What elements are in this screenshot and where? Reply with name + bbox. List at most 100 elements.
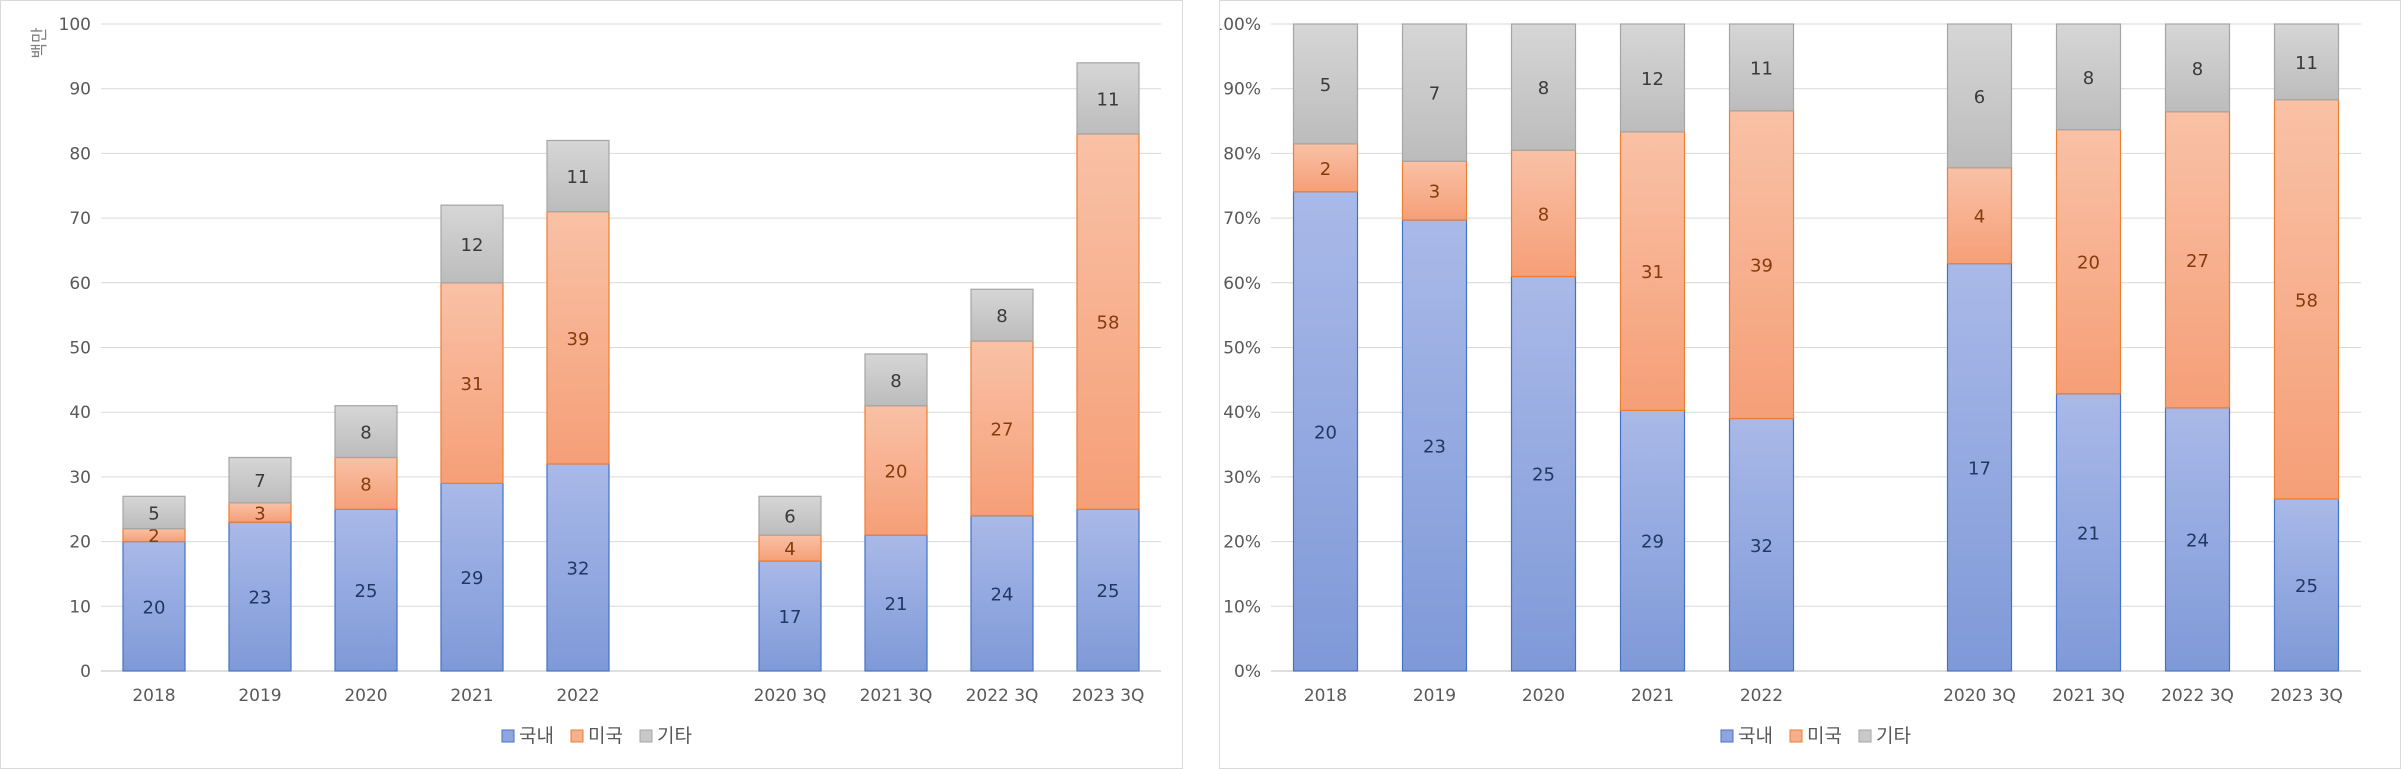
bar-segment-domestic bbox=[2273, 498, 2340, 672]
data-label-other: 6 bbox=[784, 507, 795, 528]
legend-swatch-domestic bbox=[1720, 729, 1734, 743]
y-tick-label: 100 bbox=[59, 15, 91, 35]
bar-segment-other bbox=[228, 456, 292, 504]
data-label-us: 2 bbox=[148, 526, 159, 547]
bar-segment-us bbox=[1619, 131, 1686, 412]
legend-label-domestic: 국내 bbox=[1738, 725, 1773, 747]
legend-label-us: 미국 bbox=[588, 725, 623, 747]
bar-segment-us bbox=[2055, 129, 2122, 395]
x-tick-label: 2022 bbox=[1740, 686, 1783, 706]
bar-segment-other bbox=[440, 204, 504, 284]
data-label-us: 4 bbox=[784, 539, 795, 560]
data-label-domestic: 29 bbox=[461, 568, 484, 589]
bar-segment-domestic bbox=[1619, 409, 1686, 672]
data-label-us: 27 bbox=[991, 419, 1014, 440]
data-label-us: 39 bbox=[567, 329, 590, 350]
data-label-domestic: 25 bbox=[355, 581, 378, 602]
y-tick-label: 90 bbox=[69, 80, 91, 100]
data-label-domestic: 32 bbox=[567, 558, 590, 579]
data-label-us: 3 bbox=[1429, 182, 1440, 203]
data-label-other: 5 bbox=[148, 503, 159, 524]
bar-segment-us bbox=[2164, 111, 2231, 409]
legend-label-us: 미국 bbox=[1807, 725, 1842, 747]
legend-swatch-other bbox=[639, 729, 653, 743]
y-tick-label: 80% bbox=[1223, 144, 1261, 164]
bar-segment-other bbox=[1728, 23, 1795, 112]
data-label-domestic: 17 bbox=[779, 607, 802, 628]
data-label-other: 8 bbox=[2192, 59, 2203, 80]
bar-segment-domestic bbox=[864, 534, 928, 672]
bar-segment-domestic bbox=[1401, 219, 1468, 672]
bar-segment-other bbox=[122, 495, 186, 530]
y-tick-label: 30 bbox=[69, 468, 91, 488]
bar-segment-other bbox=[546, 139, 610, 213]
y-tick-label: 40 bbox=[69, 403, 91, 423]
data-label-other: 8 bbox=[996, 306, 1007, 327]
bar-segment-other bbox=[1076, 62, 1140, 135]
data-label-us: 58 bbox=[1097, 313, 1120, 334]
bar-segment-us bbox=[334, 456, 398, 510]
y-tick-label: 60% bbox=[1223, 274, 1261, 294]
data-label-us: 2 bbox=[1320, 159, 1331, 180]
data-label-other: 8 bbox=[1538, 78, 1549, 99]
y-tick-label: 10% bbox=[1223, 597, 1261, 617]
data-label-other: 11 bbox=[2295, 53, 2318, 74]
data-label-us: 3 bbox=[254, 503, 265, 524]
data-label-us: 31 bbox=[1641, 262, 1664, 283]
legend-label-other: 기타 bbox=[657, 725, 692, 747]
y-tick-label: 50 bbox=[69, 339, 91, 359]
y-tick-label: 70% bbox=[1223, 209, 1261, 229]
x-tick-label: 2020 3Q bbox=[1943, 686, 2016, 706]
data-label-domestic: 25 bbox=[1097, 581, 1120, 602]
y-tick-label: 90% bbox=[1223, 80, 1261, 100]
bar-segment-us bbox=[970, 340, 1034, 517]
legend-swatch-domestic bbox=[501, 729, 515, 743]
data-label-domestic: 17 bbox=[1968, 458, 1991, 479]
bar-segment-domestic bbox=[228, 521, 292, 672]
bar-segment-us bbox=[864, 405, 928, 536]
chart-panel-percent: 0%10%20%30%40%50%60%70%80%90%100%2025201… bbox=[1219, 0, 2401, 769]
bar-segment-us bbox=[1076, 133, 1140, 510]
x-tick-label: 2022 bbox=[556, 686, 599, 706]
bar-segment-other bbox=[970, 288, 1034, 342]
bar-segment-us bbox=[2273, 99, 2340, 500]
y-tick-label: 50% bbox=[1223, 339, 1261, 359]
y-tick-label: 20% bbox=[1223, 533, 1261, 553]
data-label-other: 8 bbox=[360, 423, 371, 444]
bar-segment-other bbox=[864, 353, 928, 407]
data-label-domestic: 23 bbox=[1423, 437, 1446, 458]
data-label-us: 27 bbox=[2186, 251, 2209, 272]
x-tick-label: 2020 bbox=[1522, 686, 1565, 706]
data-label-domestic: 23 bbox=[249, 588, 272, 609]
data-label-other: 12 bbox=[1641, 69, 1664, 90]
x-tick-label: 2022 3Q bbox=[966, 686, 1039, 706]
data-label-domestic: 25 bbox=[2295, 576, 2318, 597]
chart-panel-absolute: 0 10 20 30 40 50 60 70 80 90 100 백만 20 2 5 2018 23 3 7 2019… bbox=[0, 0, 1183, 769]
data-label-other: 11 bbox=[1097, 89, 1120, 110]
data-label-other: 12 bbox=[461, 235, 484, 256]
data-label-domestic: 32 bbox=[1750, 536, 1773, 557]
bar-segment-other bbox=[758, 495, 822, 536]
bar-segment-us bbox=[1510, 149, 1577, 278]
legend: 국내 미국 기타 bbox=[1720, 725, 1911, 747]
data-label-other: 8 bbox=[2083, 68, 2094, 89]
data-label-us: 20 bbox=[2077, 253, 2100, 274]
x-tick-label: 2021 3Q bbox=[2052, 686, 2125, 706]
data-label-domestic: 20 bbox=[143, 597, 166, 618]
data-label-us: 20 bbox=[885, 461, 908, 482]
y-tick-label: 0% bbox=[1234, 662, 1261, 682]
bar-segment-domestic bbox=[334, 508, 398, 672]
data-label-other: 7 bbox=[1429, 84, 1440, 105]
data-label-other: 11 bbox=[567, 167, 590, 188]
bar-segment-us bbox=[1728, 110, 1795, 420]
data-label-domestic: 24 bbox=[2186, 530, 2209, 551]
y-tick-label: 30% bbox=[1223, 468, 1261, 488]
data-label-other: 8 bbox=[890, 371, 901, 392]
x-tick-label: 2020 bbox=[344, 686, 387, 706]
bar-segment-other bbox=[2055, 23, 2122, 131]
x-tick-label: 2021 bbox=[450, 686, 493, 706]
bar-segment-other bbox=[2273, 23, 2340, 101]
stacked-bar-chart-percent: 0%10%20%30%40%50%60%70%80%90%100%2025201… bbox=[1220, 15, 2361, 747]
y-tick-label: 20 bbox=[69, 533, 91, 553]
legend-label-domestic: 국내 bbox=[519, 725, 554, 747]
